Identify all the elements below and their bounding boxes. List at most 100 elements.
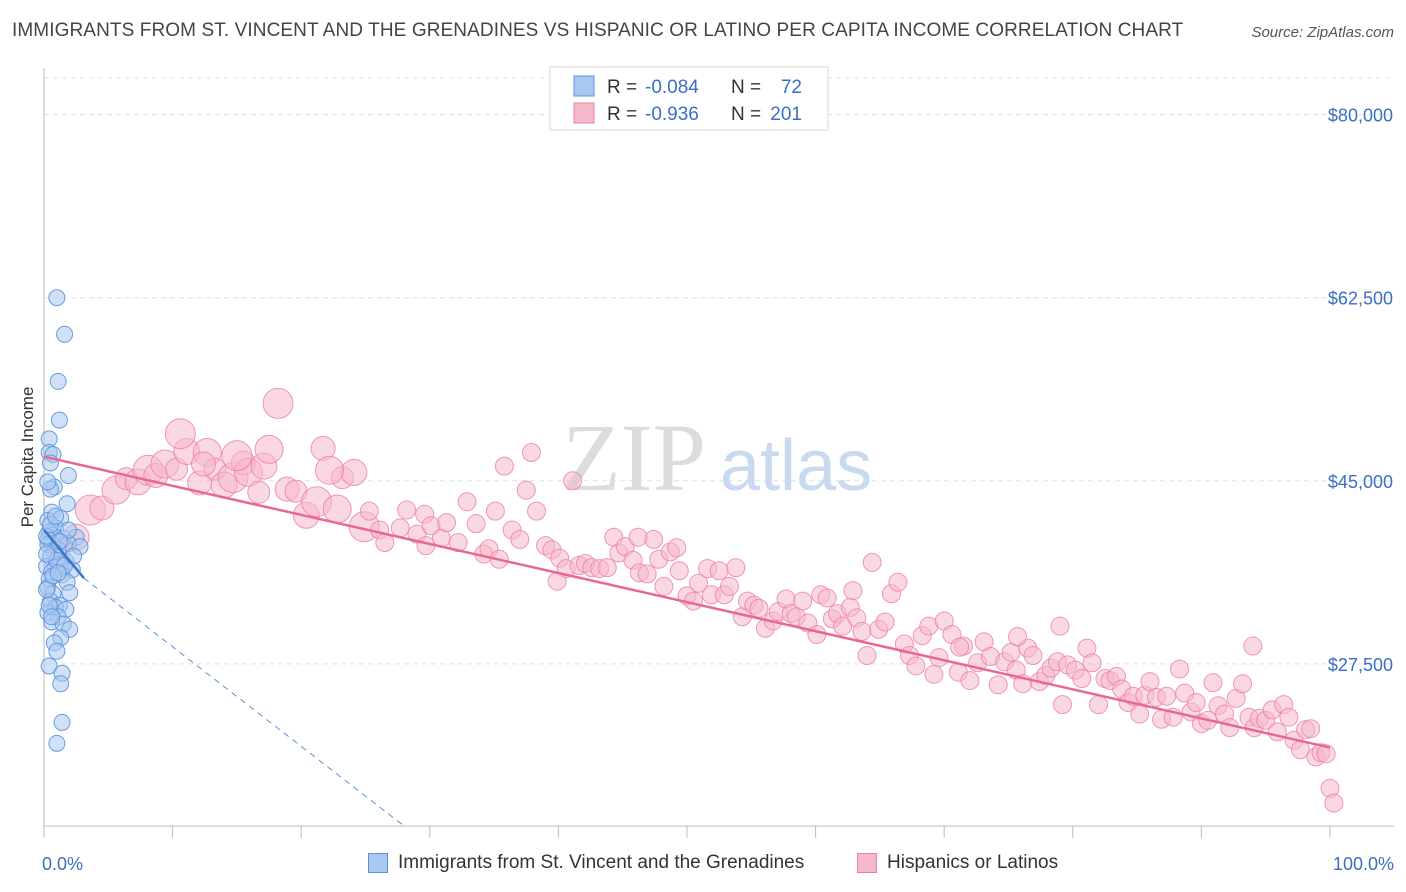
immigrant-trend-line — [43, 529, 85, 579]
hispanic-point-54 — [527, 501, 547, 521]
source-credit: Source: ZipAtlas.com — [1251, 24, 1394, 41]
legend-swatch-immigrants — [368, 853, 388, 873]
hispanic-point-83 — [719, 576, 739, 596]
legend-n-label-2: N = — [731, 104, 761, 125]
zipatlas-watermark: ZIP atlas — [562, 404, 872, 511]
hispanic-point-187 — [1243, 636, 1263, 656]
hispanic-point-141 — [1072, 668, 1092, 688]
hispanic-point-161 — [1186, 693, 1206, 713]
y-tick-label-0: $27,500 — [1328, 655, 1393, 675]
legend-swatch-hispanics — [857, 853, 877, 873]
legend-r-value-2: -0.936 — [645, 104, 699, 125]
hispanic-point-51 — [510, 529, 530, 549]
immigrant-point-53 — [52, 675, 70, 693]
immigrant-point-70 — [43, 608, 61, 626]
x-tick-label-min: 0.0% — [42, 854, 83, 874]
hispanic-point-106 — [857, 645, 877, 665]
immigrant-point-55 — [48, 734, 66, 752]
hispanic-point-177 — [1279, 707, 1299, 727]
legend-swatch-blue — [573, 75, 595, 97]
hispanic-point-44 — [457, 492, 477, 512]
y-axis-label: Per Capita Income — [18, 387, 37, 528]
hispanic-point-73 — [654, 576, 674, 596]
hispanic-point-95 — [793, 591, 813, 611]
hispanic-point-186 — [1324, 793, 1344, 813]
watermark-zip: ZIP — [562, 404, 706, 511]
immigrant-point-0 — [48, 289, 66, 307]
hispanic-point-45 — [466, 514, 486, 534]
hispanic-point-156 — [1157, 686, 1177, 706]
hispanic-point-127 — [988, 675, 1008, 695]
y-tick-label-3: $80,000 — [1328, 106, 1393, 126]
hispanic-point-99 — [817, 588, 837, 608]
hispanic-point-102 — [833, 616, 853, 636]
hispanic-point-37 — [397, 500, 417, 520]
hispanic-point-107 — [862, 552, 882, 572]
hispanic-point-114 — [906, 656, 926, 676]
hispanic-point-12 — [164, 418, 196, 450]
y-tick-labels: $27,500 $45,000 $62,500 $80,000 — [1328, 106, 1393, 675]
hispanic-point-84 — [726, 558, 746, 578]
hispanic-point-151 — [1130, 704, 1150, 724]
hispanic-point-70 — [637, 564, 657, 584]
hispanic-point-53 — [521, 443, 541, 463]
hispanic-point-189 — [1008, 627, 1028, 647]
hispanic-point-33 — [359, 501, 379, 521]
watermark-atlas: atlas — [720, 426, 872, 506]
hispanic-point-169 — [1233, 674, 1253, 694]
hispanic-point-133 — [1023, 645, 1043, 665]
hispanic-point-42 — [437, 513, 457, 533]
hispanic-point-117 — [924, 664, 944, 684]
hispanic-point-20 — [247, 480, 271, 504]
bottom-legend: Immigrants from St. Vincent and the Gren… — [0, 852, 1406, 878]
hispanic-point-184 — [1316, 744, 1336, 764]
legend-r-value-1: -0.084 — [645, 77, 699, 98]
immigrant-point-66 — [65, 547, 83, 565]
immigrant-point-1 — [56, 325, 74, 343]
immigrant-point-51 — [40, 657, 58, 675]
hispanic-point-191 — [843, 581, 863, 601]
hispanic-point-167 — [1220, 718, 1240, 738]
hispanic-point-97 — [807, 625, 827, 645]
legend-n-value-1: 72 — [781, 77, 802, 98]
legend-n-label-1: N = — [731, 77, 761, 98]
immigrant-point-62 — [59, 521, 77, 539]
hispanic-point-81 — [709, 561, 729, 581]
hispanic-point-109 — [875, 612, 895, 632]
immigrant-point-8 — [59, 467, 77, 485]
immigrant-point-37 — [61, 584, 79, 602]
immigrant-point-71 — [49, 564, 67, 582]
hispanic-point-59 — [563, 471, 583, 491]
legend-label-immigrants: Immigrants from St. Vincent and the Gren… — [398, 852, 805, 873]
hispanic-point-144 — [1089, 695, 1109, 715]
legend-item-hispanics[interactable]: Hispanics or Latinos — [857, 852, 1058, 874]
hispanic-point-193 — [628, 527, 648, 547]
immigrant-point-60 — [38, 545, 56, 563]
hispanic-point-188 — [1050, 616, 1070, 636]
immigrant-point-68 — [39, 473, 57, 491]
hispanic-point-31 — [340, 458, 368, 486]
legend-r-label-2: R = — [607, 104, 637, 125]
hispanic-point-198 — [190, 451, 216, 477]
immigrant-point-50 — [48, 642, 66, 660]
hispanic-point-181 — [1301, 719, 1321, 739]
immigrant-point-2 — [49, 372, 67, 390]
hispanic-point-192 — [667, 538, 687, 558]
hispanic-point-123 — [960, 671, 980, 691]
hispanic-point-49 — [494, 456, 514, 476]
hispanic-point-24 — [254, 434, 284, 464]
immigrant-point-69 — [58, 495, 76, 513]
hispanic-point-199 — [314, 455, 344, 485]
immigrant-point-54 — [53, 713, 71, 731]
legend-swatch-pink — [573, 102, 595, 124]
hispanic-point-52 — [516, 480, 536, 500]
hispanic-point-78 — [689, 573, 709, 593]
legend-item-immigrants[interactable]: Immigrants from St. Vincent and the Gren… — [368, 852, 804, 874]
legend-r-label-1: R = — [607, 77, 637, 98]
hispanic-point-138 — [1053, 695, 1073, 715]
hispanic-point-88 — [749, 598, 769, 618]
hispanic-point-111 — [888, 572, 908, 592]
hispanic-point-105 — [852, 621, 872, 641]
chart-title: IMMIGRANTS FROM ST. VINCENT AND THE GREN… — [12, 20, 1184, 41]
